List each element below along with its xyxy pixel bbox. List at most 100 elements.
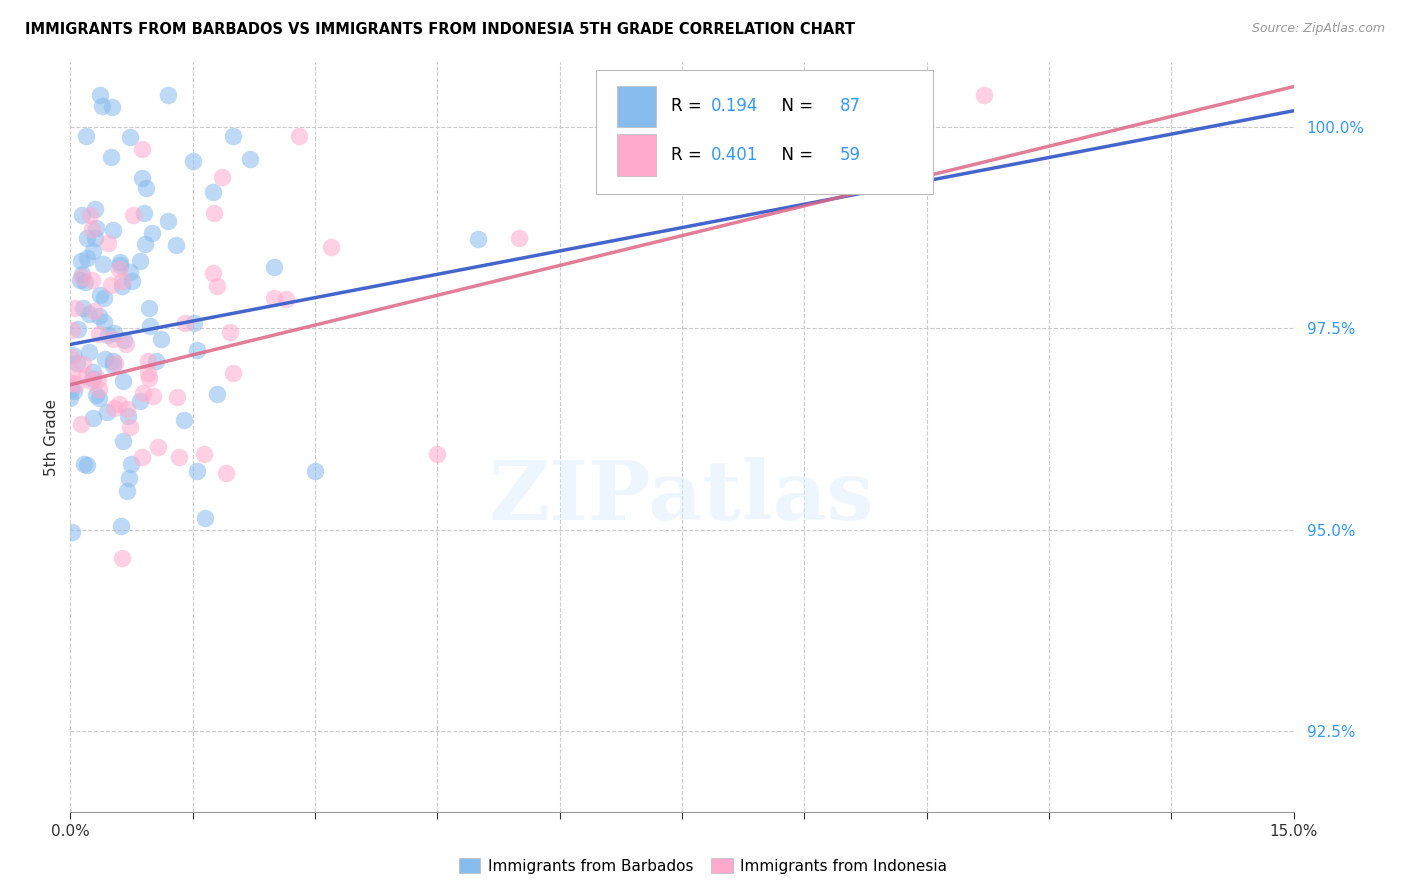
Point — [103, 401, 125, 415]
Text: ZIPatlas: ZIPatlas — [489, 457, 875, 537]
Point — [135, 180, 157, 194]
Point — [752, 87, 775, 102]
Text: 59: 59 — [839, 146, 860, 164]
Point — [80, 374, 103, 388]
Point — [72, 301, 94, 315]
Text: 87: 87 — [839, 97, 860, 115]
Point — [73, 457, 96, 471]
Point — [76, 252, 98, 266]
Point — [87, 309, 110, 323]
Point — [65, 377, 87, 392]
Point — [508, 231, 530, 245]
Point — [202, 185, 225, 199]
Point — [222, 129, 245, 144]
Point — [263, 260, 285, 275]
Point — [83, 202, 105, 217]
Point — [80, 273, 103, 287]
Point — [89, 288, 111, 302]
Point — [149, 332, 172, 346]
Bar — [617, 135, 657, 176]
Point — [93, 291, 115, 305]
Point — [97, 327, 120, 342]
Point — [205, 387, 228, 401]
Point — [202, 266, 225, 280]
Point — [193, 447, 215, 461]
Point — [148, 440, 170, 454]
Text: R =: R = — [671, 146, 707, 164]
Point — [121, 457, 143, 471]
Text: N =: N = — [772, 97, 818, 115]
Point — [76, 458, 98, 472]
FancyBboxPatch shape — [596, 70, 932, 194]
Point — [138, 301, 160, 315]
Legend: Immigrants from Barbados, Immigrants from Indonesia: Immigrants from Barbados, Immigrants fro… — [453, 852, 953, 880]
Point — [101, 100, 124, 114]
Point — [59, 392, 82, 406]
Point — [82, 411, 104, 425]
Point — [76, 231, 98, 245]
Point — [112, 434, 135, 448]
Point — [108, 397, 131, 411]
Point — [166, 390, 188, 404]
Bar — [617, 86, 657, 127]
Point — [72, 357, 94, 371]
Point — [112, 333, 135, 347]
Point — [263, 291, 285, 305]
Point — [132, 205, 155, 219]
Point — [110, 519, 132, 533]
Point — [211, 169, 233, 184]
Point — [83, 304, 105, 318]
Point — [100, 150, 122, 164]
Point — [77, 307, 100, 321]
Point — [70, 209, 93, 223]
Point — [287, 129, 309, 144]
Point — [103, 332, 125, 346]
Point — [173, 413, 195, 427]
Point — [75, 368, 97, 383]
Point — [69, 273, 91, 287]
Point — [103, 354, 125, 368]
Point — [132, 386, 155, 401]
Point — [165, 238, 187, 252]
Point — [66, 321, 89, 335]
Point — [110, 255, 132, 269]
Point — [186, 343, 208, 357]
Point — [194, 511, 217, 525]
Point — [222, 366, 245, 380]
Point — [104, 356, 127, 370]
Point — [87, 382, 110, 396]
Point — [82, 244, 104, 258]
Text: 0.401: 0.401 — [711, 146, 759, 164]
Point — [120, 265, 142, 279]
Point — [114, 336, 136, 351]
Point — [70, 270, 93, 285]
Point — [91, 257, 114, 271]
Point — [70, 417, 93, 432]
Point — [60, 524, 83, 539]
Point — [136, 366, 159, 380]
Point — [131, 450, 153, 464]
Point — [66, 356, 89, 370]
Point — [115, 402, 138, 417]
Point — [205, 279, 228, 293]
Point — [467, 232, 489, 246]
Point — [141, 227, 163, 241]
Point — [59, 350, 82, 364]
Point — [77, 345, 100, 359]
Text: N =: N = — [772, 146, 818, 164]
Point — [321, 240, 343, 254]
Point — [145, 354, 167, 368]
Text: IMMIGRANTS FROM BARBADOS VS IMMIGRANTS FROM INDONESIA 5TH GRADE CORRELATION CHAR: IMMIGRANTS FROM BARBADOS VS IMMIGRANTS F… — [25, 22, 855, 37]
Point — [108, 258, 131, 272]
Point — [183, 316, 205, 330]
Point — [181, 153, 204, 168]
Point — [60, 366, 83, 380]
Point — [118, 470, 141, 484]
Point — [89, 392, 111, 406]
Point — [59, 376, 82, 390]
Point — [111, 374, 134, 388]
Point — [103, 326, 125, 341]
Point — [111, 275, 134, 289]
Point — [215, 467, 238, 481]
Point — [118, 130, 141, 145]
